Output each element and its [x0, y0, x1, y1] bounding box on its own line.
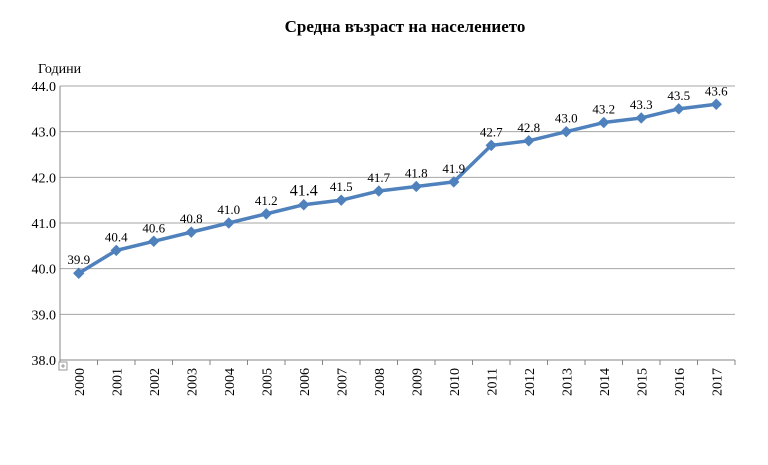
data-label: 41.4 [290, 183, 318, 200]
x-tick-label: 2007 [335, 368, 350, 396]
y-axis-label: Години [38, 62, 82, 77]
data-labels: 39.9 40.4 40.6 40.8 41.0 41.2 41.4 41.5 41.7 41.8… [67, 83, 728, 267]
y-tick-label: 44.0 [32, 80, 57, 95]
data-point [110, 244, 122, 257]
x-tick-label: 2008 [373, 368, 388, 396]
x-tick-label: 2009 [410, 368, 425, 396]
data-point [223, 217, 235, 229]
data-point [635, 112, 647, 124]
x-tick-label: 2014 [598, 368, 613, 396]
data-point [335, 194, 347, 206]
data-label: 41.5 [330, 179, 353, 194]
data-point [598, 116, 610, 129]
x-tick-label: 2001 [110, 368, 125, 396]
data-label: 41.2 [255, 193, 278, 208]
data-point [185, 226, 197, 238]
data-point [148, 235, 160, 247]
data-label: 41.9 [442, 161, 465, 176]
y-tick-label: 43.0 [32, 126, 57, 141]
data-point [523, 135, 535, 147]
y-tick-label: 40.0 [32, 263, 57, 278]
x-tick-label: 2006 [298, 368, 313, 396]
x-tick-label: 2010 [448, 368, 463, 396]
data-label: 39.9 [67, 252, 90, 267]
data-label: 42.8 [517, 120, 540, 135]
y-tick-label: 39.0 [32, 308, 57, 323]
data-label: 43.3 [630, 97, 653, 112]
data-label: 43.5 [667, 88, 690, 103]
y-tick-label: 42.0 [32, 171, 57, 186]
data-point [710, 98, 722, 110]
y-tick-label: 41.0 [32, 217, 57, 232]
data-point [410, 180, 422, 193]
x-tick-label: 2016 [673, 368, 688, 396]
data-label: 43.6 [705, 83, 728, 98]
data-label: 42.7 [480, 124, 503, 139]
data-point [560, 125, 572, 138]
data-point [373, 185, 385, 197]
chart-handle-icon[interactable] [58, 361, 68, 371]
data-point [260, 208, 272, 220]
data-label: 41.8 [405, 165, 428, 180]
x-tick-label: 2005 [260, 368, 275, 396]
data-label: 40.4 [105, 229, 128, 244]
data-point [485, 139, 497, 152]
data-point [298, 199, 310, 211]
x-tick-label: 2003 [185, 368, 200, 396]
y-tick-label: 38.0 [32, 354, 57, 369]
x-axis: 2000 2001 2002 2003 2004 2005 2006 2007 2008 2009… [59, 359, 736, 396]
data-point [73, 267, 85, 279]
x-tick-label: 2002 [148, 368, 163, 396]
x-tick-label: 2015 [635, 368, 650, 396]
x-tick-label: 2017 [710, 368, 725, 396]
x-tick-label: 2013 [560, 368, 575, 396]
x-tick-label: 2011 [485, 368, 500, 395]
data-label: 41.7 [367, 170, 390, 185]
data-point [448, 176, 460, 188]
data-point [673, 103, 685, 115]
data-label: 40.6 [142, 220, 165, 235]
x-tick-label: 2012 [523, 368, 538, 396]
series-line [73, 98, 722, 279]
data-label: 40.8 [180, 211, 203, 226]
x-tick-label: 2004 [223, 368, 238, 396]
data-label: 43.0 [555, 111, 578, 126]
y-axis-ticks: 38.0 39.0 40.0 41.0 42.0 43.0 44.0 [32, 80, 61, 369]
gridlines [60, 85, 735, 361]
data-label: 43.2 [592, 102, 615, 117]
x-tick-label: 2000 [73, 368, 88, 396]
chart-title: Средна възраст на населението [285, 17, 526, 36]
data-label: 41.0 [217, 202, 240, 217]
series-path [77, 102, 717, 275]
